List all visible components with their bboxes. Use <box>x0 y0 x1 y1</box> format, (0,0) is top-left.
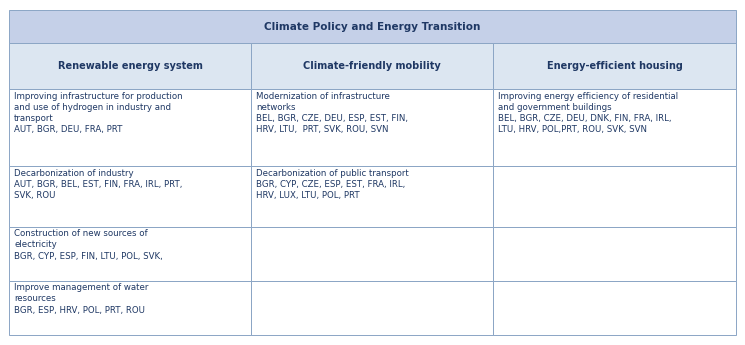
Bar <box>9 166 251 227</box>
Bar <box>9 10 736 43</box>
Text: Climate-friendly mobility: Climate-friendly mobility <box>303 61 441 71</box>
Bar <box>251 166 493 227</box>
Text: Climate Policy and Energy Transition: Climate Policy and Energy Transition <box>264 22 481 32</box>
Text: Construction of new sources of
electricity
BGR, CYP, ESP, FIN, LTU, POL, SVK,: Construction of new sources of electrici… <box>14 229 163 260</box>
Bar <box>251 43 493 89</box>
Text: Improving infrastructure for production
and use of hydrogen in industry and
tran: Improving infrastructure for production … <box>14 92 183 134</box>
Bar <box>251 89 493 166</box>
Text: Renewable energy system: Renewable energy system <box>57 61 203 71</box>
Bar <box>9 43 251 89</box>
Bar <box>9 227 251 280</box>
Bar <box>9 280 251 335</box>
Bar <box>493 227 736 280</box>
Bar <box>251 280 493 335</box>
Text: Decarbonization of industry
AUT, BGR, BEL, EST, FIN, FRA, IRL, PRT,
SVK, ROU: Decarbonization of industry AUT, BGR, BE… <box>14 169 183 200</box>
Text: Decarbonization of public transport
BGR, CYP, CZE, ESP, EST, FRA, IRL,
HRV, LUX,: Decarbonization of public transport BGR,… <box>256 169 409 200</box>
Bar <box>251 227 493 280</box>
Bar <box>493 89 736 166</box>
Bar <box>9 89 251 166</box>
Text: Modernization of infrastructure
networks
BEL, BGR, CZE, DEU, ESP, EST, FIN,
HRV,: Modernization of infrastructure networks… <box>256 92 408 134</box>
Bar <box>493 166 736 227</box>
Text: Improve management of water
resources
BGR, ESP, HRV, POL, PRT, ROU: Improve management of water resources BG… <box>14 283 148 315</box>
Bar <box>493 43 736 89</box>
Bar <box>493 280 736 335</box>
Text: Energy-efficient housing: Energy-efficient housing <box>547 61 682 71</box>
Text: Improving energy efficiency of residential
and government buildings
BEL, BGR, CZ: Improving energy efficiency of residenti… <box>498 92 679 134</box>
